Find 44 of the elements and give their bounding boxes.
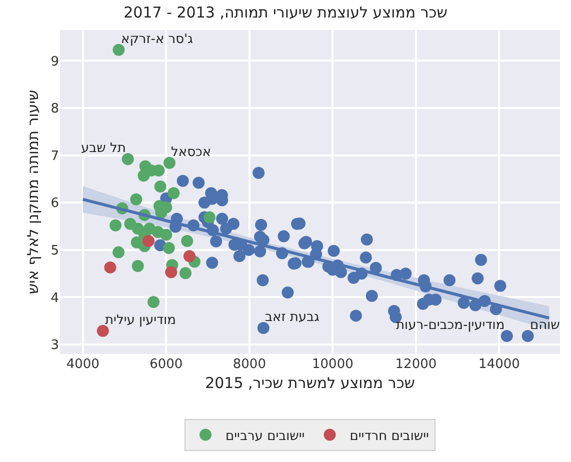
x-tick-label: 14000 — [478, 357, 520, 372]
point — [148, 296, 160, 308]
point — [132, 260, 144, 272]
x-axis-title: שכר ממוצע למשרת שכיר, 2015 — [205, 374, 415, 392]
point — [168, 187, 180, 200]
point — [162, 242, 175, 254]
point — [154, 180, 166, 193]
legend-label: יישובים חרדיים — [350, 428, 429, 444]
y-tick-label: 3 — [50, 338, 59, 354]
point — [130, 193, 142, 206]
x-tick-label: 10000 — [312, 357, 354, 372]
point — [160, 228, 172, 241]
point — [165, 266, 178, 278]
x-tick-label: 6000 — [150, 357, 183, 372]
point — [181, 234, 194, 247]
y-tick-label: 6 — [50, 196, 59, 212]
point — [112, 246, 125, 258]
point — [96, 324, 109, 337]
point — [163, 156, 176, 169]
annotation: שוהם — [530, 318, 560, 333]
point — [142, 234, 155, 247]
chart-title: שכר ממוצע לעוצמת שיעורי תמותה, 2013 - 2017 — [124, 3, 448, 22]
point — [110, 219, 122, 232]
y-axis-title: שיעור תמותה מתוקנן לאלף איש — [24, 90, 42, 294]
y-tick-label: 8 — [50, 102, 59, 117]
y-tick-label: 5 — [50, 243, 59, 258]
annotation: גבעת זאב — [265, 310, 320, 325]
y-tick-label: 7 — [50, 148, 59, 164]
legend-label: יישובים ערביים — [226, 428, 305, 444]
x-tick-label: 8000 — [232, 357, 266, 372]
point — [179, 267, 192, 280]
y-tick-label: 4 — [50, 290, 59, 306]
annotation: תל שבע — [81, 141, 126, 156]
point — [203, 211, 216, 224]
annotation: מודיעין-מכבים-רעות — [396, 318, 505, 333]
annotation: מודיעין עילית — [105, 313, 176, 328]
x-tick-label: 4000 — [66, 357, 100, 372]
annotation: ג'סר א-זרקא — [121, 32, 193, 47]
point — [122, 153, 134, 166]
y-tick-label: 9 — [50, 54, 59, 70]
annotation: אכסאל — [171, 145, 212, 160]
point — [104, 261, 116, 274]
point — [183, 250, 196, 262]
x-tick-label: 12000 — [395, 357, 437, 372]
